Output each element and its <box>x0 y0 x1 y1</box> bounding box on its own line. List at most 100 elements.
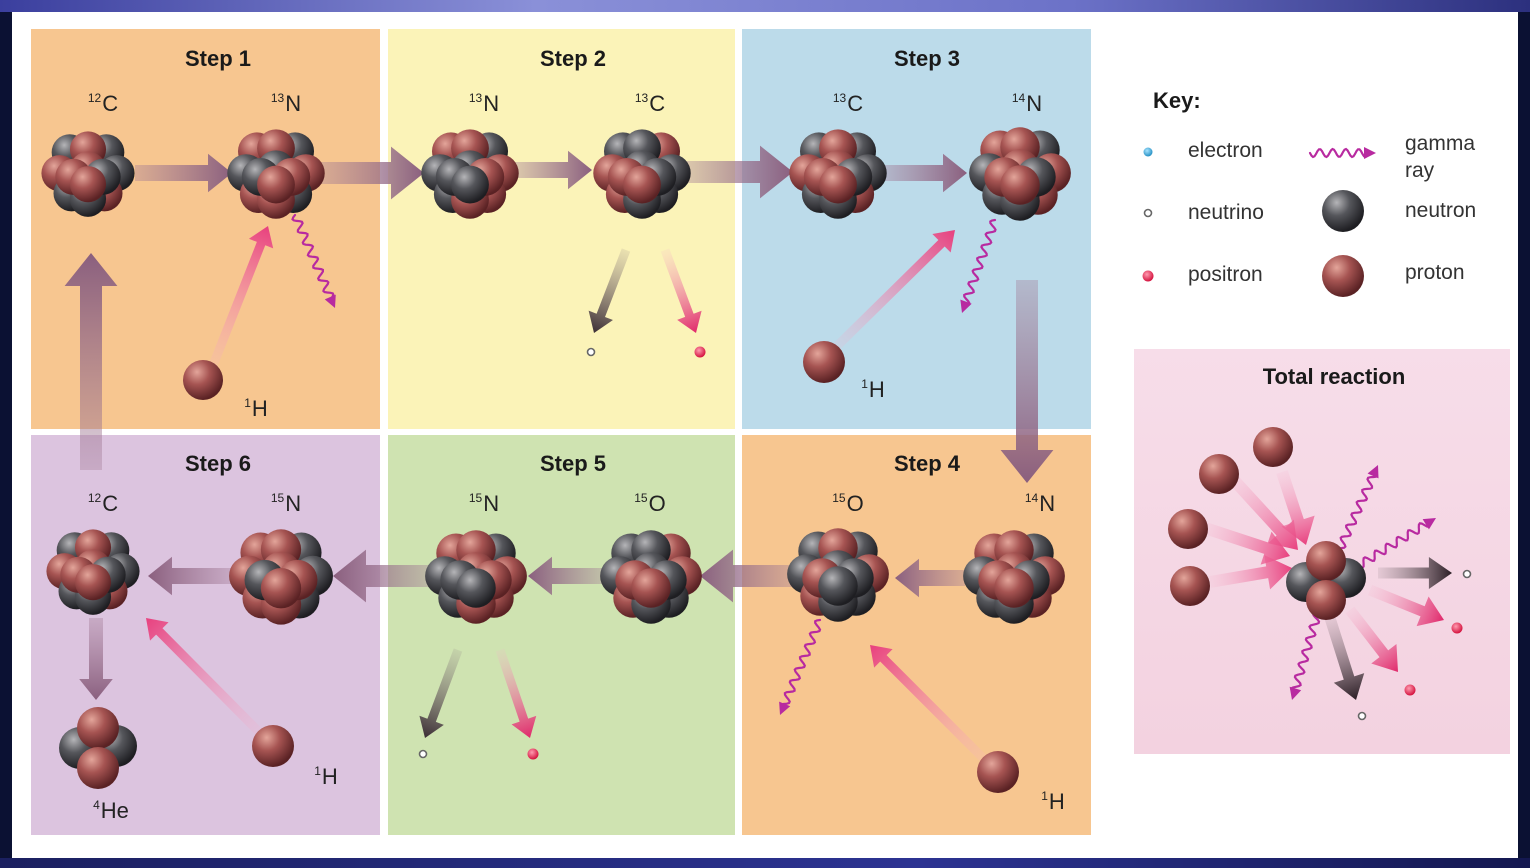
gamma-ray-head <box>1422 518 1436 530</box>
step-5-title: Step 5 <box>539 451 607 476</box>
isotope-label: 14N <box>1024 491 1056 516</box>
total-reaction-arrows <box>1203 470 1452 700</box>
flow-arrow <box>515 150 592 190</box>
proton-icon <box>252 725 294 767</box>
isotope-label: 15N <box>468 491 500 516</box>
gamma-ray-icon <box>779 618 822 706</box>
gamma-ray-icon <box>1356 522 1431 569</box>
flow-arrow <box>333 549 433 603</box>
electron-icon <box>1143 147 1153 157</box>
flow-arrow <box>320 146 424 200</box>
particle-arrow <box>207 226 274 370</box>
step-4-panel <box>742 435 1091 835</box>
nucleus-icon <box>600 530 702 624</box>
proton-icon <box>977 751 1019 793</box>
particle-arrow <box>146 618 266 739</box>
small-particles <box>418 147 1472 760</box>
particle-arrow <box>419 648 463 738</box>
proton-icon <box>1168 509 1208 549</box>
isotope-label: 1H <box>861 377 885 402</box>
gamma-ray-head <box>779 701 791 715</box>
isotope-label: 13C <box>634 91 666 116</box>
total-nucleus-icon <box>1286 541 1366 620</box>
particle-arrow <box>1208 555 1292 590</box>
proton-icon <box>631 568 671 608</box>
gamma-ray-icon <box>963 218 997 306</box>
gamma-ray-head <box>1289 686 1302 700</box>
particle-arrow <box>1378 557 1452 589</box>
key-electron-label: electron <box>1188 139 1263 162</box>
gamma-ray-head <box>960 299 972 313</box>
particle-arrow <box>831 230 955 352</box>
step-2-title: Step 2 <box>539 46 607 71</box>
proton-icon <box>1306 580 1346 620</box>
gamma-ray-head <box>1367 465 1379 479</box>
nucleus-icon <box>963 530 1065 624</box>
nucleus-icon <box>227 129 325 219</box>
isotope-label: 1H <box>314 764 338 789</box>
step-5-panel <box>388 435 735 835</box>
flow-arrow <box>882 153 967 193</box>
positron-icon <box>1142 270 1154 282</box>
proton-icon <box>803 341 845 383</box>
neutron-icon <box>1322 190 1364 232</box>
flow-arrow <box>895 558 965 598</box>
positron-icon <box>1451 622 1463 634</box>
key-proton-label: proton <box>1405 261 1465 284</box>
proton-icon <box>257 165 295 204</box>
proton-icon <box>69 166 107 203</box>
flow-arrow <box>79 618 113 700</box>
particle-arrows <box>146 226 1452 764</box>
key-positron-label: positron <box>1188 263 1263 286</box>
step-4-title: Step 4 <box>893 451 961 476</box>
proton-icon <box>1170 566 1210 606</box>
particle-arrow <box>588 248 631 333</box>
proton-icon <box>77 707 119 749</box>
step-6-title: Step 6 <box>184 451 252 476</box>
isotope-label: 15O <box>634 491 666 516</box>
window-bottom-bar <box>0 858 1530 868</box>
gamma-ray-head <box>1364 147 1376 159</box>
nucleus-icon <box>425 530 527 624</box>
step-2-panel <box>388 29 735 429</box>
gamma-rays <box>291 147 1436 715</box>
gamma-ray-head <box>324 294 336 308</box>
neutron-icon <box>451 165 489 204</box>
nucleus-icon <box>41 131 135 217</box>
neutrino-icon <box>418 749 428 759</box>
gamma-ray-icon <box>1308 147 1367 159</box>
proton-icon <box>623 165 661 204</box>
isotope-label: 13N <box>270 91 302 116</box>
gamma-ray-icon <box>291 213 335 298</box>
gamma-ray-icon <box>1290 610 1321 690</box>
isotope-label: 14N <box>1011 91 1043 116</box>
flow-arrow <box>135 153 232 193</box>
isotope-label: 4He <box>93 798 129 823</box>
helium-nucleus-icon <box>59 707 137 789</box>
proton-icon <box>1322 255 1364 297</box>
window-top-bar <box>0 0 1530 12</box>
neutrino-icon <box>1143 208 1153 218</box>
particle-arrow <box>1345 606 1398 672</box>
flow-arrows <box>64 145 1054 700</box>
proton-icon <box>1253 427 1293 467</box>
particle-arrow <box>1227 473 1298 550</box>
flow-arrow <box>1000 280 1054 483</box>
key-title: Key: <box>1153 88 1201 113</box>
nucleus-icon <box>787 528 889 622</box>
proton-icon <box>994 568 1034 608</box>
positron-icon <box>527 748 539 760</box>
proton-icon <box>183 360 223 400</box>
isotope-label: 12C <box>87 491 119 516</box>
flow-arrow <box>64 253 118 470</box>
particle-arrow <box>1324 616 1365 700</box>
total-reaction-title: Total reaction <box>1262 364 1406 389</box>
particle-arrow <box>870 645 989 764</box>
isotope-label: 1H <box>244 396 268 421</box>
particle-arrow <box>1203 522 1290 565</box>
particle-arrow <box>495 648 537 738</box>
positron-icon <box>694 346 706 358</box>
proton-icon <box>1306 541 1346 581</box>
isotope-label: 13C <box>832 91 864 116</box>
particle-arrow <box>1276 470 1315 545</box>
